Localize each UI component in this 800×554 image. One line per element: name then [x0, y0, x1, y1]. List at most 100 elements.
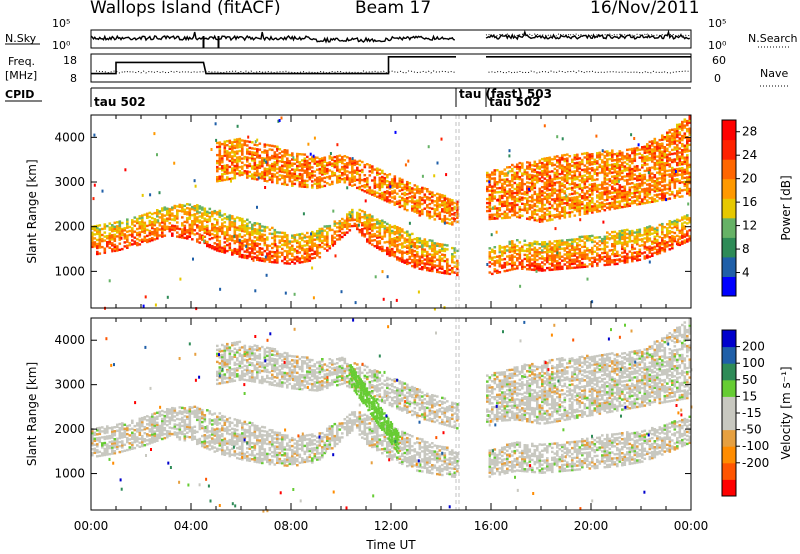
cell	[686, 222, 689, 225]
cell	[523, 168, 527, 172]
cell	[668, 153, 672, 156]
cell	[663, 154, 667, 157]
cell	[331, 172, 334, 175]
cell	[563, 184, 567, 187]
cell	[223, 247, 227, 250]
cell	[563, 243, 567, 246]
cell	[591, 185, 594, 188]
cell	[326, 227, 329, 230]
cell	[361, 209, 364, 213]
cell	[233, 152, 237, 156]
cell	[403, 193, 407, 197]
cell	[521, 198, 524, 201]
cell	[393, 226, 397, 230]
cell	[218, 243, 222, 247]
cell	[131, 239, 134, 242]
cell	[218, 151, 222, 154]
cell	[146, 212, 149, 215]
cell	[326, 231, 329, 234]
cell	[643, 181, 647, 185]
cell	[341, 167, 344, 171]
cell	[396, 258, 399, 261]
cell	[286, 169, 289, 172]
cell	[208, 243, 212, 247]
cell	[433, 212, 437, 215]
cell	[318, 227, 322, 231]
cell	[281, 168, 284, 171]
cell	[256, 150, 259, 153]
cell	[443, 272, 447, 275]
cell	[156, 209, 159, 212]
cell	[298, 237, 302, 240]
cell	[276, 249, 279, 252]
cell	[221, 157, 224, 160]
cell	[543, 187, 547, 190]
cell	[551, 180, 554, 183]
cell	[321, 163, 324, 166]
cell	[153, 228, 157, 231]
cell	[291, 260, 294, 263]
cell	[521, 214, 524, 217]
cell	[616, 240, 619, 243]
cell	[231, 221, 234, 224]
cell	[286, 165, 289, 168]
cell	[118, 238, 122, 241]
cell	[243, 230, 247, 233]
cell	[286, 240, 289, 243]
cell	[328, 157, 332, 160]
noise-left-label: N.Sky	[5, 32, 37, 45]
cell	[311, 239, 314, 242]
cell	[96, 224, 99, 228]
cell	[603, 186, 607, 190]
cell	[281, 156, 284, 159]
cell	[216, 219, 219, 222]
cell	[496, 261, 499, 264]
cell	[356, 186, 359, 190]
cell	[601, 247, 604, 251]
cell	[261, 237, 264, 240]
cell	[223, 168, 227, 171]
cell	[221, 179, 224, 182]
cell	[326, 241, 329, 244]
cell	[678, 133, 682, 136]
cell	[671, 172, 674, 176]
cell	[286, 260, 289, 263]
cell	[228, 151, 232, 154]
cell	[423, 187, 427, 190]
cell	[656, 185, 659, 188]
cell	[216, 180, 219, 183]
cell	[648, 201, 652, 204]
cell	[688, 217, 692, 220]
cell	[388, 240, 392, 243]
cell	[516, 187, 519, 190]
cell	[488, 195, 492, 199]
cell	[113, 237, 117, 240]
cell	[638, 148, 642, 151]
cell	[571, 188, 574, 192]
cell	[533, 262, 537, 266]
cell	[386, 174, 389, 177]
cell	[588, 189, 592, 192]
cell	[638, 152, 642, 155]
cell	[246, 158, 249, 161]
cell	[456, 214, 459, 217]
cell	[251, 233, 254, 236]
cell	[498, 271, 502, 274]
cell	[658, 173, 662, 176]
cell	[373, 235, 377, 238]
cell	[616, 254, 619, 257]
cell	[128, 243, 132, 247]
cell	[328, 183, 332, 186]
cell	[248, 227, 252, 230]
cell	[536, 199, 539, 202]
cell	[281, 247, 284, 251]
cell	[418, 188, 422, 191]
cell	[393, 183, 397, 186]
cell	[591, 262, 594, 266]
cell	[621, 163, 624, 167]
cell	[96, 232, 99, 236]
cell	[431, 269, 434, 273]
cell	[653, 251, 657, 255]
cell	[591, 187, 594, 190]
cell	[658, 247, 662, 251]
